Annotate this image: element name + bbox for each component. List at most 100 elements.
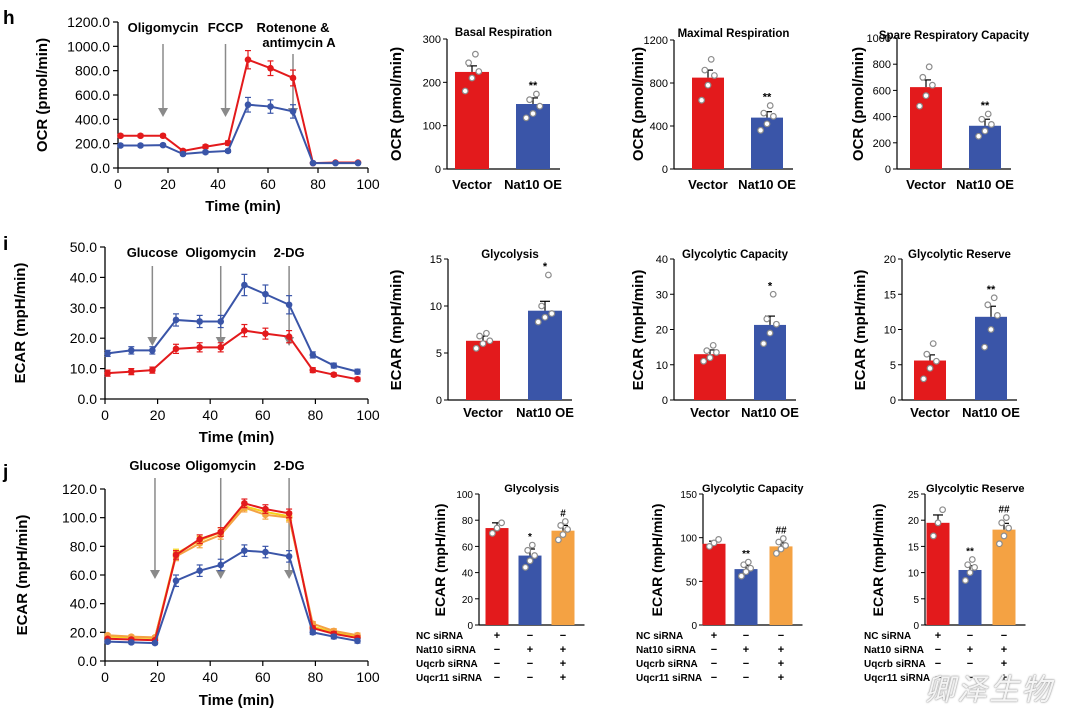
replicate-point — [933, 357, 940, 365]
i_bar1-chart: Glycolysis 0 5 10 15 ECAR (mpH/min) Vector * Nat… — [388, 249, 574, 420]
y-tick-label: 0 — [662, 395, 668, 407]
data-point — [104, 350, 111, 357]
replicate-point — [966, 569, 974, 576]
treatment-cell: − — [743, 630, 749, 642]
series-line — [107, 283, 358, 373]
series-line — [107, 502, 358, 642]
replicate-point — [990, 294, 998, 302]
significance-marker: # — [560, 509, 566, 520]
data-point — [151, 639, 159, 647]
y-tick-label: 5 — [913, 595, 919, 606]
replicate-point — [770, 112, 777, 120]
treatment-cell: + — [778, 672, 784, 684]
replicate-point — [923, 350, 931, 358]
treatment-cell: + — [494, 630, 500, 642]
replicate-point — [919, 73, 927, 81]
y-tick-label: 60 — [462, 542, 474, 553]
data-point — [244, 101, 252, 109]
data-point — [267, 103, 274, 110]
treatment-cell: − — [967, 658, 973, 670]
x-tick-label: 40 — [202, 407, 218, 423]
treatment-cell: − — [527, 658, 533, 670]
replicate-point — [564, 525, 571, 533]
treatment-cell: + — [560, 644, 566, 656]
category-label: Nat10 OE — [962, 405, 1020, 420]
replicate-point — [779, 535, 787, 542]
series-line — [107, 505, 358, 640]
y-axis-label: OCR (pmol/min) — [850, 47, 867, 161]
replicate-point — [981, 343, 988, 351]
significance-marker: ** — [763, 92, 772, 104]
treatment-table: NC siRNA + − − Nat10 siRNA − + + Uqcrb siRNA − − + U… — [416, 630, 566, 684]
data-point — [289, 108, 297, 115]
replicate-point — [486, 337, 494, 345]
y-tick-label: 800 — [650, 78, 668, 90]
x-tick-label: 20 — [160, 176, 176, 192]
y-tick-label: 10 — [908, 569, 920, 580]
replicate-point — [968, 556, 976, 563]
j_bar3-chart: Glycolytic Reserve 0 5 10 15 20 25 ECAR (mpH/mi… — [864, 483, 1026, 684]
replicate-point — [773, 320, 780, 328]
replicate-point — [526, 557, 534, 565]
y-tick-label: 0 — [890, 395, 896, 407]
y-axis-label: ECAR (mpH/min) — [14, 515, 31, 636]
y-axis-label: ECAR (mpH/min) — [388, 270, 405, 391]
replicate-point — [916, 102, 923, 110]
replicate-point — [541, 313, 549, 321]
data-point — [241, 327, 248, 334]
data-point — [137, 142, 144, 149]
replicate-point — [934, 519, 942, 527]
y-tick-label: 1000 — [867, 33, 891, 45]
chart-title: Glycolytic Capacity — [702, 483, 804, 495]
category-label: Nat10 OE — [516, 405, 574, 420]
x-tick-label: 100 — [356, 176, 380, 192]
y-axis-label: OCR (pmol/min) — [34, 38, 51, 152]
treatment-cell: − — [1001, 630, 1007, 642]
x-tick-label: 0 — [101, 407, 109, 423]
y-tick-label: 40 — [656, 254, 668, 266]
series-line — [107, 506, 358, 639]
y-axis-label: ECAR (mpH/min) — [432, 504, 448, 617]
y-tick-label: 0 — [662, 164, 668, 176]
x-tick-label: 40 — [202, 669, 218, 685]
replicate-point — [715, 536, 722, 543]
i_line-chart: 0.0 10.0 20.0 30.0 40.0 50.0 0 20 40 60 80 100 Time … — [12, 239, 380, 446]
y-tick-label: 120.0 — [62, 481, 97, 497]
replicate-point — [475, 68, 483, 75]
significance-marker: ## — [998, 505, 1010, 516]
category-label: Nat10 OE — [504, 177, 562, 192]
y-tick-label: 80 — [462, 516, 474, 527]
chart-title: Glycolytic Reserve — [908, 249, 1011, 261]
replicate-point — [757, 126, 764, 134]
y-tick-label: 50 — [686, 577, 698, 588]
j_bar1-chart: Glycolysis 0 20 40 60 80 100 ECAR (mpH/min) * # NC… — [416, 483, 585, 684]
treatment-cell: + — [743, 644, 749, 656]
bar — [958, 569, 982, 625]
category-label: Vector — [906, 177, 946, 192]
data-point — [217, 344, 225, 351]
bar — [992, 529, 1016, 625]
h_line-chart: 0.0 200.0 400.0 600.0 800.0 1000.0 1200.0 0 20 40… — [34, 14, 380, 215]
h_bar1-chart: Basal Respiration 0 100 200 300 OCR (pmol/min… — [388, 27, 562, 192]
y-tick-label: 0.0 — [78, 391, 98, 407]
y-tick-label: 20.0 — [70, 624, 97, 640]
x-tick-label: 40 — [210, 176, 226, 192]
injection-label: Oligomycin — [128, 20, 199, 35]
x-tick-label: 80 — [308, 407, 324, 423]
replicate-point — [975, 132, 982, 140]
y-axis-label: ECAR (mpH/min) — [870, 504, 886, 617]
y-tick-label: 200.0 — [75, 136, 110, 152]
treatment-row-label: Nat10 siRNA — [864, 645, 924, 656]
replicate-point — [1005, 524, 1012, 532]
category-label: Vector — [688, 177, 728, 192]
significance-marker: ** — [987, 284, 996, 296]
replicate-point — [760, 340, 767, 348]
treatment-cell: − — [711, 672, 717, 684]
replicate-point — [706, 543, 713, 550]
x-tick-label: 20 — [150, 669, 166, 685]
chart-title: Glycolytic Reserve — [926, 483, 1024, 495]
replicate-point — [925, 63, 933, 71]
data-point — [330, 362, 338, 369]
category-label: Nat10 OE — [956, 177, 1014, 192]
